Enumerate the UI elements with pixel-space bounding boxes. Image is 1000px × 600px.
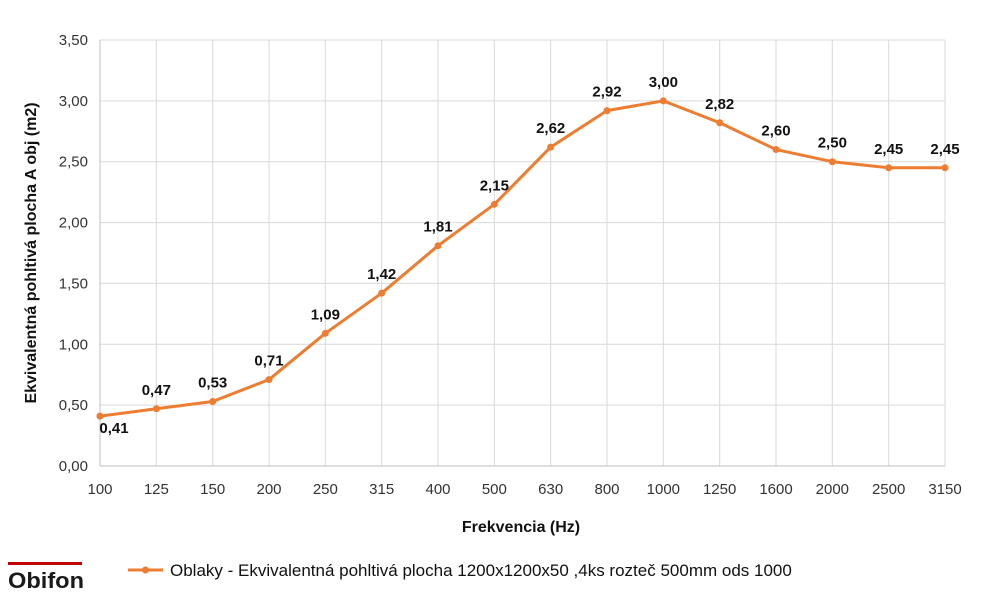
- x-tick-label: 2000: [816, 481, 849, 498]
- y-axis-title: Ekvivalentná pohltivá plocha A obj (m2): [23, 102, 40, 403]
- y-tick-label: 1,50: [59, 275, 88, 292]
- data-point: [96, 412, 104, 420]
- data-point: [716, 119, 724, 127]
- data-label: 2,60: [761, 123, 790, 140]
- data-label: 0,71: [254, 353, 283, 370]
- data-point: [321, 329, 329, 337]
- data-label: 3,00: [649, 74, 678, 91]
- x-tick-label: 2500: [872, 481, 905, 498]
- y-axis-ticks: 0,00 0,50 1,00 1,50 2,00 2,50 3,00 3,50: [59, 32, 88, 475]
- data-label: 2,45: [874, 141, 903, 158]
- data-label: 0,41: [99, 420, 128, 437]
- y-tick-label: 2,50: [59, 154, 88, 171]
- data-point: [828, 158, 836, 166]
- y-tick-label: 0,00: [59, 458, 88, 475]
- x-tick-label: 200: [256, 481, 281, 498]
- x-tick-label: 1250: [703, 481, 736, 498]
- data-point: [265, 376, 273, 384]
- data-label: 0,53: [198, 374, 227, 391]
- data-point: [885, 164, 893, 172]
- data-label: 2,15: [480, 177, 509, 194]
- data-label: 2,50: [818, 135, 847, 152]
- y-tick-label: 2,00: [59, 215, 88, 232]
- x-axis-ticks: 100 125 150 200 250 315 400 500 630 800 1000 1250 16…: [87, 481, 961, 498]
- x-tick-label: 315: [369, 481, 394, 498]
- data-point: [659, 97, 667, 105]
- legend: Oblaky - Ekvivalentná pohltivá plocha 12…: [128, 561, 792, 580]
- y-tick-label: 3,00: [59, 93, 88, 110]
- x-tick-label: 1000: [647, 481, 680, 498]
- x-tick-label: 800: [594, 481, 619, 498]
- y-tick-label: 3,50: [59, 32, 88, 49]
- y-tick-label: 1,00: [59, 336, 88, 353]
- data-label: 1,42: [367, 266, 396, 283]
- data-point: [378, 289, 386, 297]
- data-point: [152, 405, 160, 413]
- x-tick-label: 3150: [928, 481, 961, 498]
- data-point: [434, 242, 442, 250]
- x-tick-label: 125: [144, 481, 169, 498]
- data-point: [547, 143, 555, 151]
- data-label: 2,45: [930, 141, 959, 158]
- data-point: [603, 107, 611, 115]
- data-label: 2,92: [592, 84, 621, 101]
- gridlines: [99, 39, 946, 467]
- x-tick-label: 1600: [759, 481, 792, 498]
- x-tick-label: 630: [538, 481, 563, 498]
- data-label: 1,09: [311, 306, 340, 323]
- obifon-logo: Obifon: [8, 562, 84, 593]
- x-tick-label: 500: [482, 481, 507, 498]
- legend-point-marker: [142, 566, 149, 574]
- data-labels: 0,41 0,47 0,53 0,71 1,09 1,42 1,81 2,15 2,62 2,92…: [99, 74, 959, 437]
- y-tick-label: 0,50: [59, 397, 88, 414]
- data-label: 0,47: [142, 382, 171, 399]
- data-label: 2,82: [705, 96, 734, 113]
- data-point: [941, 164, 949, 172]
- legend-label: Oblaky - Ekvivalentná pohltivá plocha 12…: [170, 561, 792, 580]
- x-axis-title: Frekvencia (Hz): [462, 519, 580, 536]
- x-tick-label: 400: [425, 481, 450, 498]
- x-tick-label: 100: [87, 481, 112, 498]
- logo-text: Obifon: [8, 568, 84, 593]
- series-line: [99, 99, 945, 418]
- data-point: [772, 146, 780, 154]
- data-label: 2,62: [536, 120, 565, 137]
- series-group: [96, 97, 949, 420]
- data-point: [490, 200, 498, 208]
- data-label: 1,81: [423, 219, 452, 236]
- data-point: [209, 397, 217, 405]
- x-tick-label: 150: [200, 481, 225, 498]
- x-tick-label: 250: [313, 481, 338, 498]
- logo-accent-bar: [8, 562, 82, 565]
